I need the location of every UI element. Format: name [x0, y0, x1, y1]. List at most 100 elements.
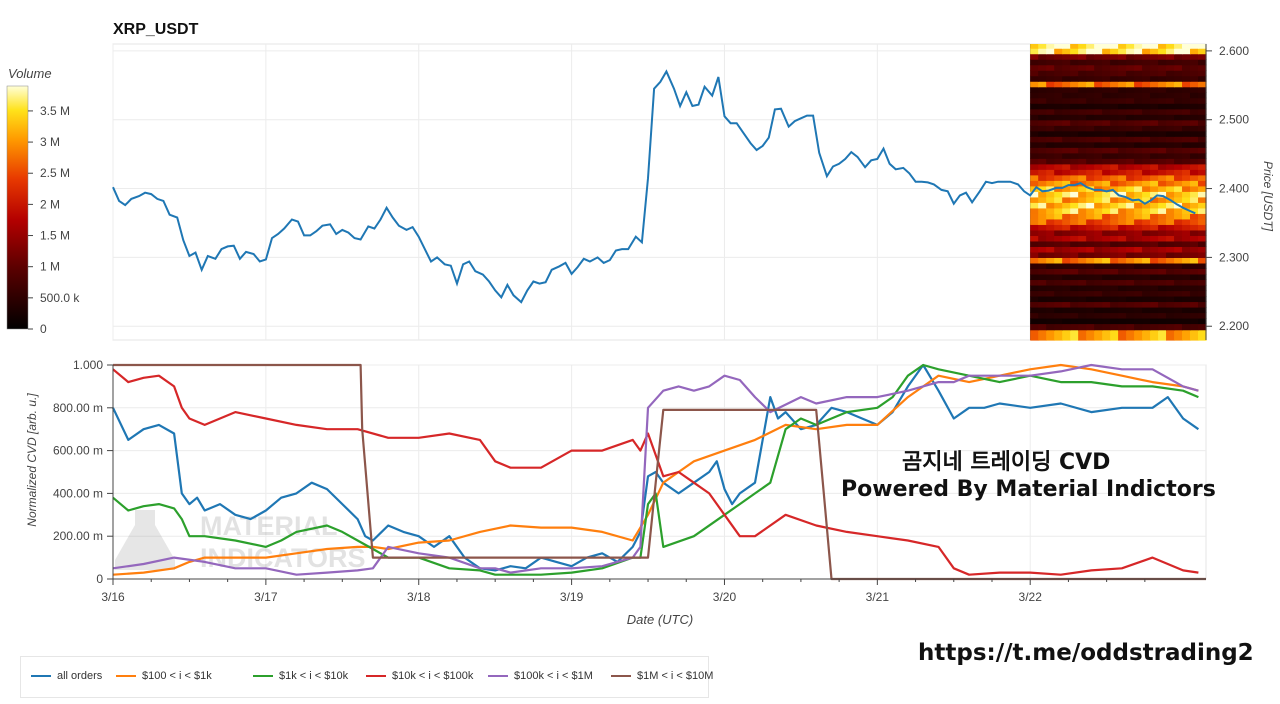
- heatmap-cell: [1070, 64, 1079, 71]
- legend-item[interactable]: $10k < i < $100k: [366, 670, 473, 682]
- heatmap-cell: [1110, 180, 1119, 187]
- legend-item[interactable]: $100 < i < $1k: [116, 670, 212, 682]
- heatmap-cell: [1134, 329, 1143, 341]
- heatmap-cell: [1110, 81, 1119, 88]
- heatmap-cell: [1094, 207, 1103, 214]
- heatmap-cell: [1150, 202, 1159, 209]
- watermark-text-1: MATERIAL: [200, 511, 337, 541]
- heatmap-cell: [1126, 169, 1135, 176]
- heatmap-cell: [1110, 64, 1119, 71]
- heatmap-cell: [1126, 251, 1135, 258]
- heatmap-cell: [1174, 163, 1183, 170]
- heatmap-cell: [1142, 246, 1151, 253]
- heatmap-cell: [1086, 235, 1095, 242]
- heatmap-cell: [1166, 147, 1175, 154]
- heatmap-cell: [1134, 323, 1143, 331]
- heatmap-cell: [1078, 114, 1087, 121]
- heatmap-cell: [1118, 158, 1127, 165]
- heatmap-cell: [1142, 53, 1151, 60]
- heatmap-cell: [1070, 48, 1079, 55]
- heatmap-cell: [1110, 152, 1119, 159]
- heatmap-cell: [1102, 108, 1111, 115]
- heatmap-cell: [1110, 130, 1119, 137]
- legend-item[interactable]: $1k < i < $10k: [253, 670, 348, 682]
- colorbar-tick-label: 0: [40, 322, 47, 336]
- heatmap-cell: [1030, 70, 1039, 77]
- heatmap-cell: [1030, 180, 1039, 187]
- heatmap-cell: [1198, 196, 1207, 203]
- heatmap-cell: [1166, 251, 1175, 258]
- heatmap-cell: [1030, 202, 1039, 209]
- heatmap-cell: [1174, 108, 1183, 115]
- heatmap-cell: [1070, 317, 1079, 325]
- heatmap-cell: [1158, 152, 1167, 159]
- heatmap-cell: [1134, 53, 1143, 60]
- heatmap-cell: [1062, 48, 1071, 55]
- heatmap-cell: [1038, 202, 1047, 209]
- heatmap-cell: [1070, 279, 1079, 286]
- heatmap-cell: [1078, 317, 1087, 325]
- heatmap-cell: [1046, 312, 1055, 319]
- heatmap-cell: [1126, 86, 1135, 93]
- heatmap-cell: [1142, 174, 1151, 181]
- heatmap-cell: [1158, 97, 1167, 104]
- heatmap-cell: [1182, 240, 1191, 247]
- heatmap-cell: [1094, 312, 1103, 319]
- heatmap-cell: [1110, 163, 1119, 170]
- legend-item[interactable]: all orders: [31, 670, 102, 682]
- heatmap-cell: [1038, 136, 1047, 143]
- heatmap-cell: [1150, 251, 1159, 258]
- heatmap-cell: [1054, 81, 1063, 88]
- heatmap-cell: [1062, 196, 1071, 203]
- heatmap-cell: [1054, 306, 1063, 314]
- heatmap-cell: [1134, 312, 1143, 319]
- heatmap-cell: [1030, 147, 1039, 154]
- cvd-x-tick-label: 3/21: [866, 590, 890, 604]
- heatmap-cell: [1054, 213, 1063, 220]
- heatmap-cell: [1054, 130, 1063, 137]
- heatmap-cell: [1078, 70, 1087, 77]
- heatmap-cell: [1078, 97, 1087, 104]
- price-line: [112, 69, 1196, 304]
- heatmap-cell: [1158, 169, 1167, 176]
- heatmap-cell: [1070, 218, 1079, 225]
- heatmap-cell: [1126, 273, 1135, 281]
- price-tick-label: 2.400: [1219, 182, 1249, 196]
- heatmap-cell: [1086, 75, 1095, 82]
- heatmap-cell: [1198, 163, 1207, 170]
- heatmap-cell: [1102, 284, 1111, 292]
- flask-icon: [115, 510, 175, 570]
- heatmap-cell: [1030, 273, 1039, 281]
- heatmap-cell: [1142, 306, 1151, 314]
- heatmap-cell: [1086, 97, 1095, 104]
- heatmap-cell: [1198, 136, 1207, 143]
- heatmap-cell: [1054, 169, 1063, 176]
- heatmap-cell: [1174, 213, 1183, 220]
- heatmap-cell: [1038, 48, 1047, 55]
- heatmap-cell: [1174, 136, 1183, 143]
- heatmap-cell: [1150, 185, 1159, 192]
- heatmap-cell: [1110, 279, 1119, 286]
- legend-item[interactable]: $100k < i < $1M: [488, 670, 593, 682]
- heatmap-cell: [1102, 103, 1111, 110]
- heatmap-cell: [1102, 329, 1111, 341]
- heatmap-cell: [1094, 224, 1103, 231]
- heatmap-cell: [1062, 86, 1071, 93]
- heatmap-cell: [1062, 317, 1071, 325]
- heatmap-cell: [1174, 251, 1183, 258]
- heatmap-cell: [1102, 185, 1111, 192]
- heatmap-cell: [1046, 284, 1055, 292]
- heatmap-cell: [1118, 180, 1127, 187]
- heatmap-cell: [1182, 317, 1191, 325]
- heatmap-cell: [1070, 229, 1079, 236]
- heatmap-cell: [1102, 114, 1111, 121]
- heatmap-cell: [1054, 218, 1063, 225]
- heatmap-cell: [1118, 136, 1127, 143]
- heatmap-cell: [1190, 86, 1199, 93]
- heatmap-cell: [1070, 103, 1079, 110]
- heatmap-cell: [1190, 196, 1199, 203]
- heatmap-cell: [1182, 70, 1191, 77]
- legend-item[interactable]: $1M < i < $10M: [611, 670, 713, 682]
- heatmap-cell: [1062, 108, 1071, 115]
- heatmap-cell: [1062, 295, 1071, 303]
